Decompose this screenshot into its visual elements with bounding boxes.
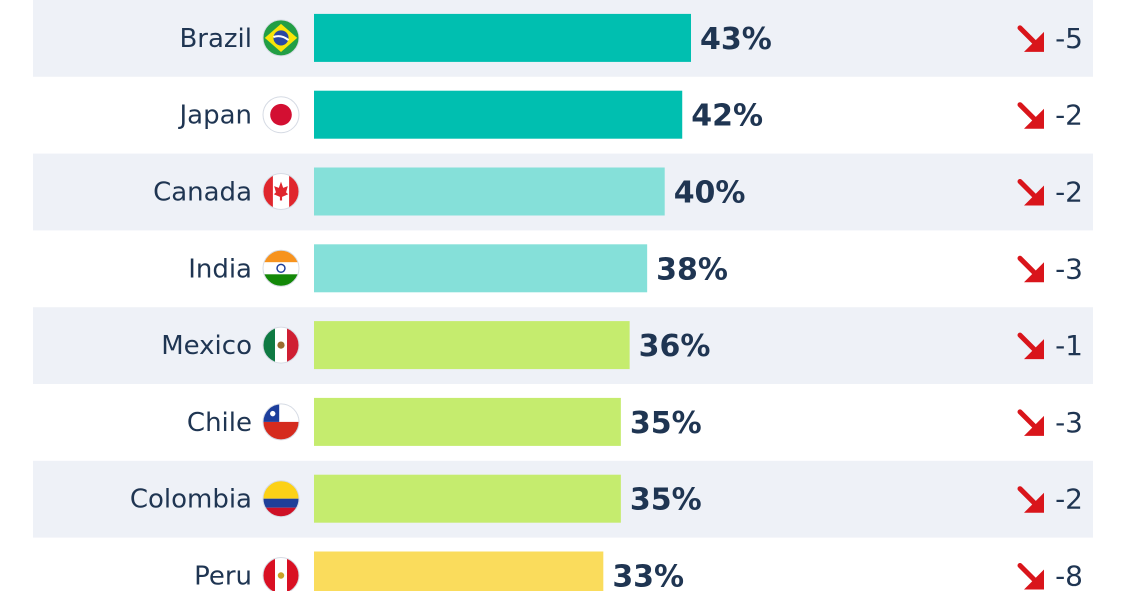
bar bbox=[314, 244, 648, 293]
bar-row-india: India 38% -3 bbox=[188, 244, 1083, 293]
country-label: Brazil bbox=[179, 24, 252, 54]
change-label: -3 bbox=[1055, 252, 1083, 285]
arrow-down-right-icon bbox=[1017, 102, 1044, 129]
chart-rows: Brazil 43% -5 Japan 42% -2 Canada 40% -2 India 38%… bbox=[130, 13, 1083, 591]
country-label: India bbox=[188, 254, 252, 284]
bar-row-colombia: Colombia 35% -2 bbox=[130, 474, 1083, 523]
country-label: Chile bbox=[187, 408, 252, 438]
canada-flag-icon bbox=[262, 173, 300, 210]
brazil-flag-icon bbox=[262, 19, 300, 57]
value-label: 43% bbox=[700, 22, 772, 57]
bar bbox=[314, 321, 630, 370]
country-label: Colombia bbox=[130, 485, 252, 515]
country-label: Peru bbox=[194, 562, 252, 591]
value-label: 35% bbox=[630, 483, 702, 518]
change-label: -2 bbox=[1055, 176, 1083, 209]
value-label: 33% bbox=[612, 560, 684, 591]
bar-row-peru: Peru 33% -8 bbox=[194, 551, 1083, 591]
country-label: Canada bbox=[153, 178, 252, 208]
value-label: 40% bbox=[674, 176, 746, 211]
india-flag-icon bbox=[262, 249, 300, 287]
arrow-down-right-icon bbox=[1017, 409, 1044, 436]
change-label: -5 bbox=[1055, 22, 1083, 55]
bar-row-brazil: Brazil 43% -5 bbox=[179, 13, 1083, 62]
change-label: -2 bbox=[1055, 483, 1083, 516]
change-label: -2 bbox=[1055, 99, 1083, 132]
bar bbox=[314, 167, 665, 216]
bar bbox=[314, 13, 691, 62]
value-label: 36% bbox=[639, 329, 711, 364]
peru-flag-icon bbox=[262, 557, 300, 591]
value-label: 38% bbox=[656, 252, 728, 287]
bar bbox=[314, 551, 604, 591]
change-label: -3 bbox=[1055, 406, 1083, 439]
arrow-down-right-icon bbox=[1017, 179, 1044, 206]
arrow-down-right-icon bbox=[1017, 486, 1044, 513]
japan-flag-icon bbox=[262, 96, 300, 134]
change-label: -1 bbox=[1055, 329, 1083, 362]
arrow-down-right-icon bbox=[1017, 332, 1044, 360]
chile-flag-icon bbox=[262, 403, 300, 441]
arrow-down-right-icon bbox=[1017, 563, 1044, 590]
country-label: Mexico bbox=[161, 331, 252, 361]
bar bbox=[314, 397, 621, 446]
bar-row-chile: Chile 35% -3 bbox=[187, 397, 1083, 446]
bar-row-japan: Japan 42% -2 bbox=[177, 90, 1083, 139]
country-label: Japan bbox=[177, 101, 252, 131]
colombia-flag-icon bbox=[262, 480, 300, 518]
arrow-down-right-icon bbox=[1017, 255, 1044, 283]
arrow-down-right-icon bbox=[1017, 25, 1044, 52]
value-label: 42% bbox=[691, 99, 763, 134]
mexico-flag-icon bbox=[262, 326, 300, 364]
bar-row-canada: Canada 40% -2 bbox=[153, 167, 1083, 216]
bar-row-mexico: Mexico 36% -1 bbox=[161, 321, 1083, 370]
bar bbox=[314, 90, 683, 139]
bar bbox=[314, 474, 621, 523]
value-label: 35% bbox=[630, 406, 702, 441]
change-label: -8 bbox=[1055, 560, 1083, 591]
